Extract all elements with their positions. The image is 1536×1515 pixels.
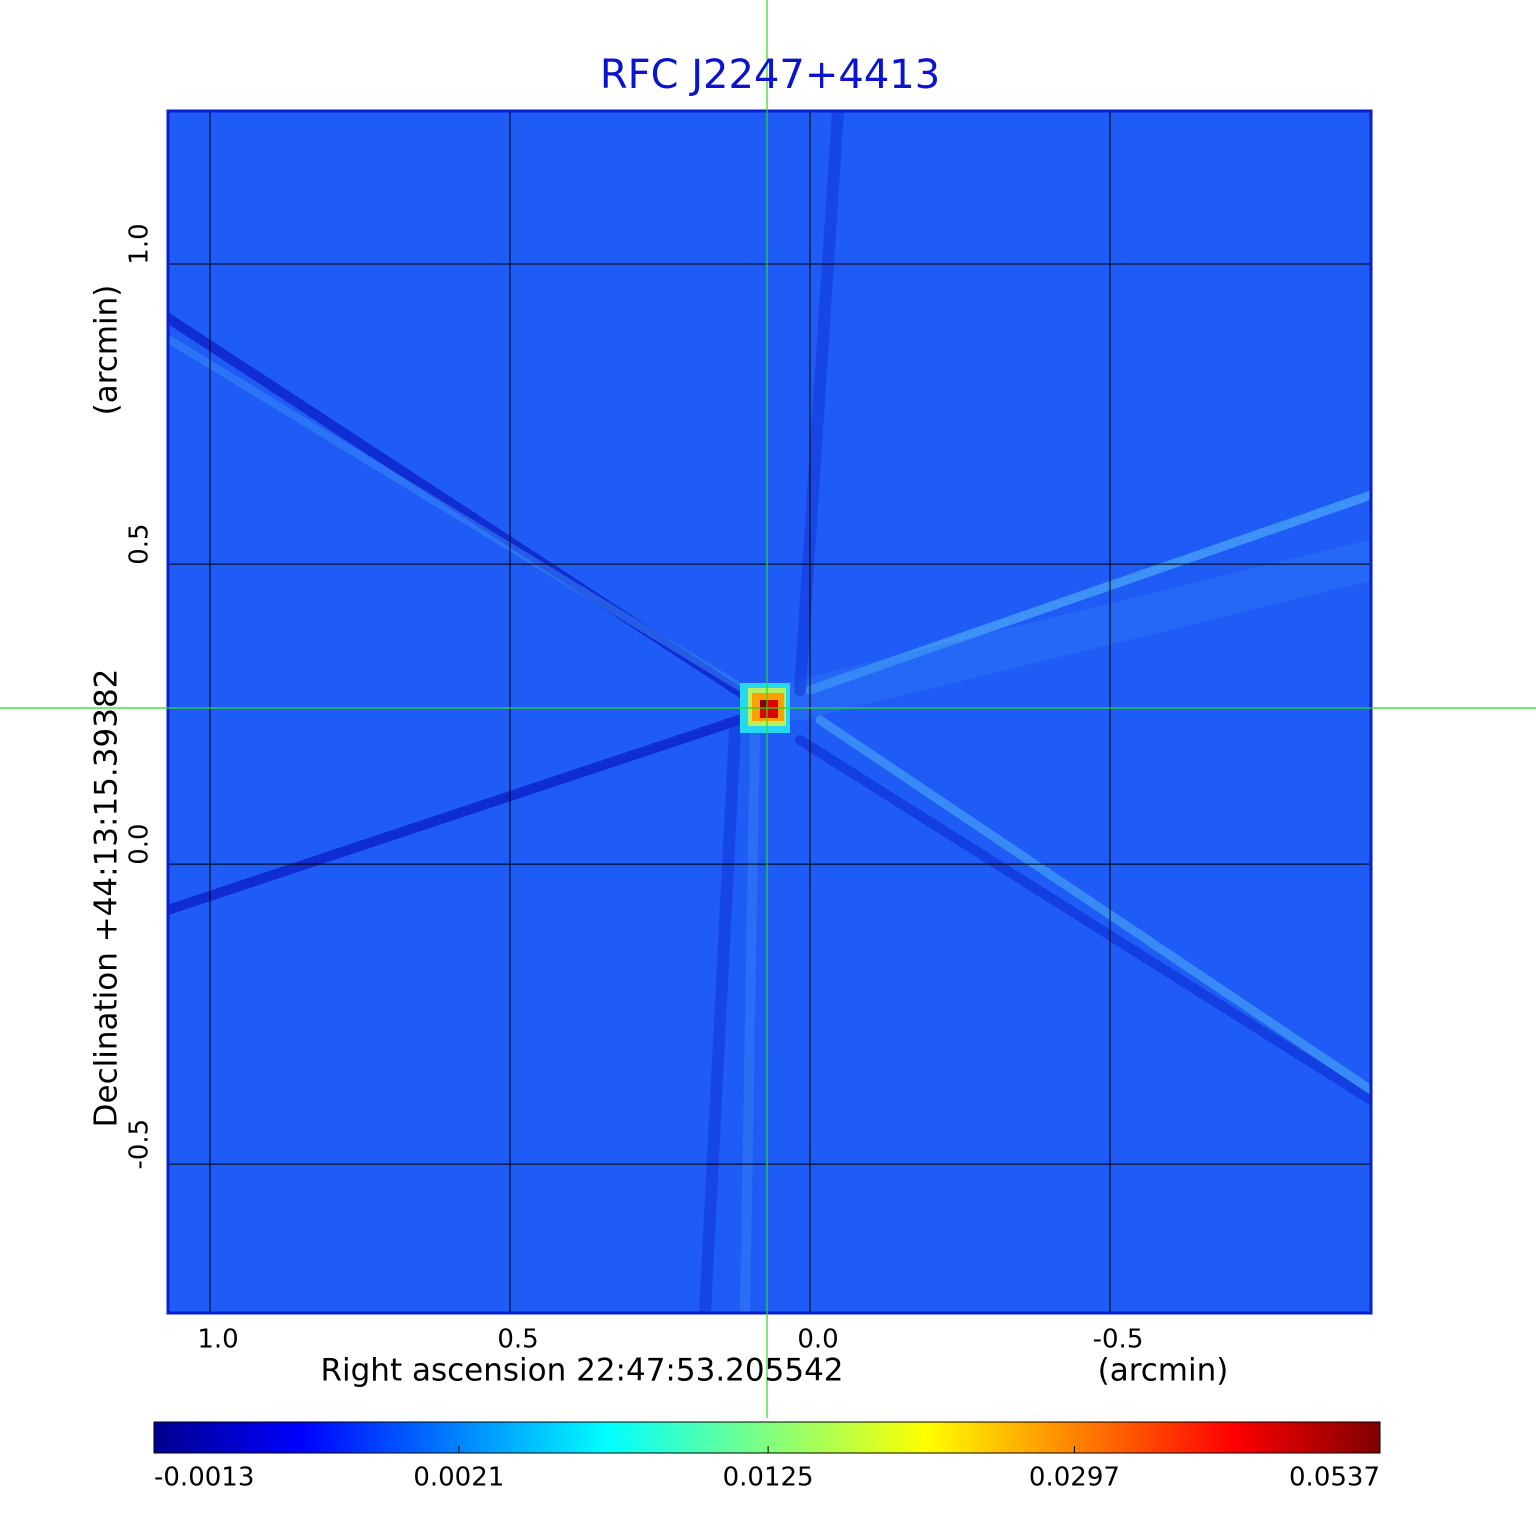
colorbar-tick-label: 0.0125 xyxy=(723,1463,814,1493)
x-tick-label: 0.0 xyxy=(797,1325,838,1355)
radio-image xyxy=(168,111,1371,1313)
y-tick-label: 0.0 xyxy=(125,823,155,864)
y-tick-label: 0.5 xyxy=(125,523,155,564)
colorbar-tick-label: 0.0297 xyxy=(1029,1463,1120,1493)
colorbar-tick-label: 0.0021 xyxy=(413,1463,504,1493)
y-tick-label: -0.5 xyxy=(125,1119,155,1170)
colorbar-tick-label: -0.0013 xyxy=(154,1463,254,1493)
colorbar xyxy=(153,1421,1381,1454)
x-tick-label: -0.5 xyxy=(1093,1325,1144,1355)
x-tick-label: 0.5 xyxy=(497,1325,538,1355)
x-axis-unit: (arcmin) xyxy=(1098,1353,1229,1389)
y-tick-label: 1.0 xyxy=(125,223,155,264)
x-axis-label: Right ascension 22:47:53.205542 xyxy=(320,1353,843,1389)
x-tick-label: 1.0 xyxy=(197,1325,238,1355)
y-axis-label: Declination +44:13:15.39382 xyxy=(89,669,125,1128)
plot-frame xyxy=(166,109,1373,1315)
chart-title: RFC J2247+4413 xyxy=(600,52,940,98)
colorbar-tick-label: 0.0537 xyxy=(1289,1463,1380,1493)
y-axis-unit: (arcmin) xyxy=(89,285,125,416)
